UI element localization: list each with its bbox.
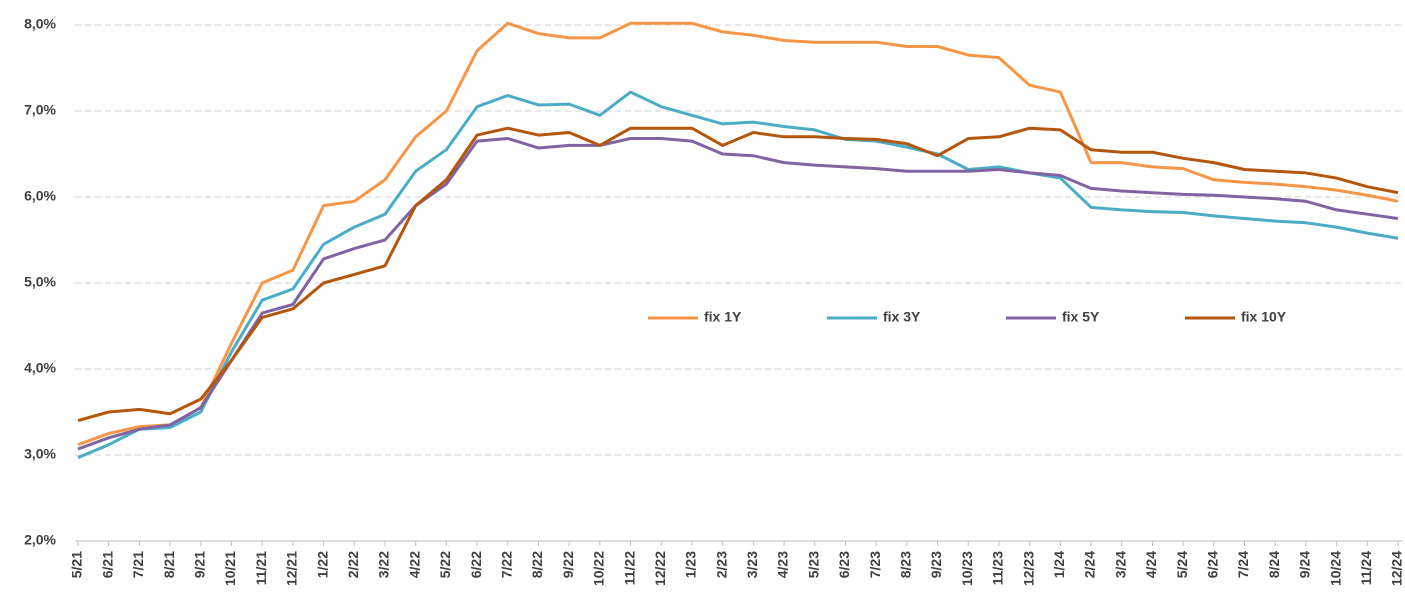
- x-tick-label: 9/24: [1297, 551, 1313, 578]
- y-tick-label: 2,0%: [24, 532, 56, 548]
- x-tick-label: 6/21: [99, 551, 115, 578]
- x-tick-label: 5/22: [437, 551, 453, 578]
- x-tick-label: 9/22: [560, 551, 576, 578]
- x-tick-label: 8/22: [529, 551, 545, 578]
- x-tick-label: 4/24: [1143, 551, 1159, 578]
- x-tick-label: 1/22: [314, 551, 330, 578]
- x-tick-label: 7/23: [867, 551, 883, 578]
- x-tick-label: 5/21: [69, 551, 85, 578]
- y-tick-label: 6,0%: [24, 188, 56, 204]
- x-tick-label: 2/23: [713, 551, 729, 578]
- y-tick-label: 7,0%: [24, 102, 56, 118]
- x-tick-label: 1/24: [1051, 551, 1067, 578]
- x-tick-label: 8/24: [1266, 551, 1282, 578]
- x-tick-label: 8/23: [898, 551, 914, 578]
- x-tick-label: 7/24: [1235, 551, 1251, 578]
- x-tick-label: 6/22: [468, 551, 484, 578]
- x-tick-label: 3/22: [376, 551, 392, 578]
- x-tick-label: 11/22: [621, 551, 637, 585]
- x-tick-label: 5/24: [1174, 551, 1190, 578]
- y-tick-label: 3,0%: [24, 446, 56, 462]
- x-tick-label: 11/24: [1358, 551, 1374, 585]
- x-tick-label: 7/22: [498, 551, 514, 578]
- x-tick-label: 12/22: [652, 551, 668, 586]
- legend-label: fix 10Y: [1241, 309, 1287, 325]
- x-tick-label: 10/22: [591, 551, 607, 586]
- x-tick-label: 8/21: [161, 551, 177, 578]
- series-line: [77, 90, 1399, 459]
- x-tick-label: 1/23: [683, 551, 699, 578]
- x-tick-label: 10/24: [1327, 551, 1343, 586]
- x-tick-label: 10/21: [222, 551, 238, 586]
- series-line: [77, 126, 1399, 423]
- x-tick-label: 10/23: [959, 551, 975, 586]
- x-tick-label: 7/21: [130, 551, 146, 578]
- legend-label: fix 3Y: [883, 309, 921, 325]
- x-tick-label: 4/23: [775, 551, 791, 578]
- legend-label: fix 1Y: [704, 309, 742, 325]
- x-tick-label: 3/24: [1112, 551, 1128, 578]
- legend-label: fix 5Y: [1062, 309, 1100, 325]
- x-tick-label: 12/24: [1389, 551, 1405, 586]
- x-tick-label: 2/22: [345, 551, 361, 578]
- x-tick-label: 6/23: [836, 551, 852, 578]
- y-tick-label: 8,0%: [24, 16, 56, 32]
- x-tick-label: 5/23: [805, 551, 821, 578]
- x-tick-label: 9/23: [928, 551, 944, 578]
- x-tick-label: 12/23: [1020, 551, 1036, 586]
- x-tick-label: 4/22: [406, 551, 422, 578]
- y-tick-label: 5,0%: [24, 274, 56, 290]
- x-tick-label: 11/23: [990, 551, 1006, 585]
- x-tick-label: 9/21: [191, 551, 207, 578]
- x-tick-label: 12/21: [284, 551, 300, 586]
- x-tick-label: 6/24: [1205, 551, 1221, 578]
- x-tick-label: 2/24: [1082, 551, 1098, 578]
- series-line: [77, 137, 1399, 451]
- x-tick-label: 11/21: [253, 551, 269, 585]
- y-tick-label: 4,0%: [24, 360, 56, 376]
- x-tick-label: 3/23: [744, 551, 760, 578]
- series-line: [77, 21, 1399, 447]
